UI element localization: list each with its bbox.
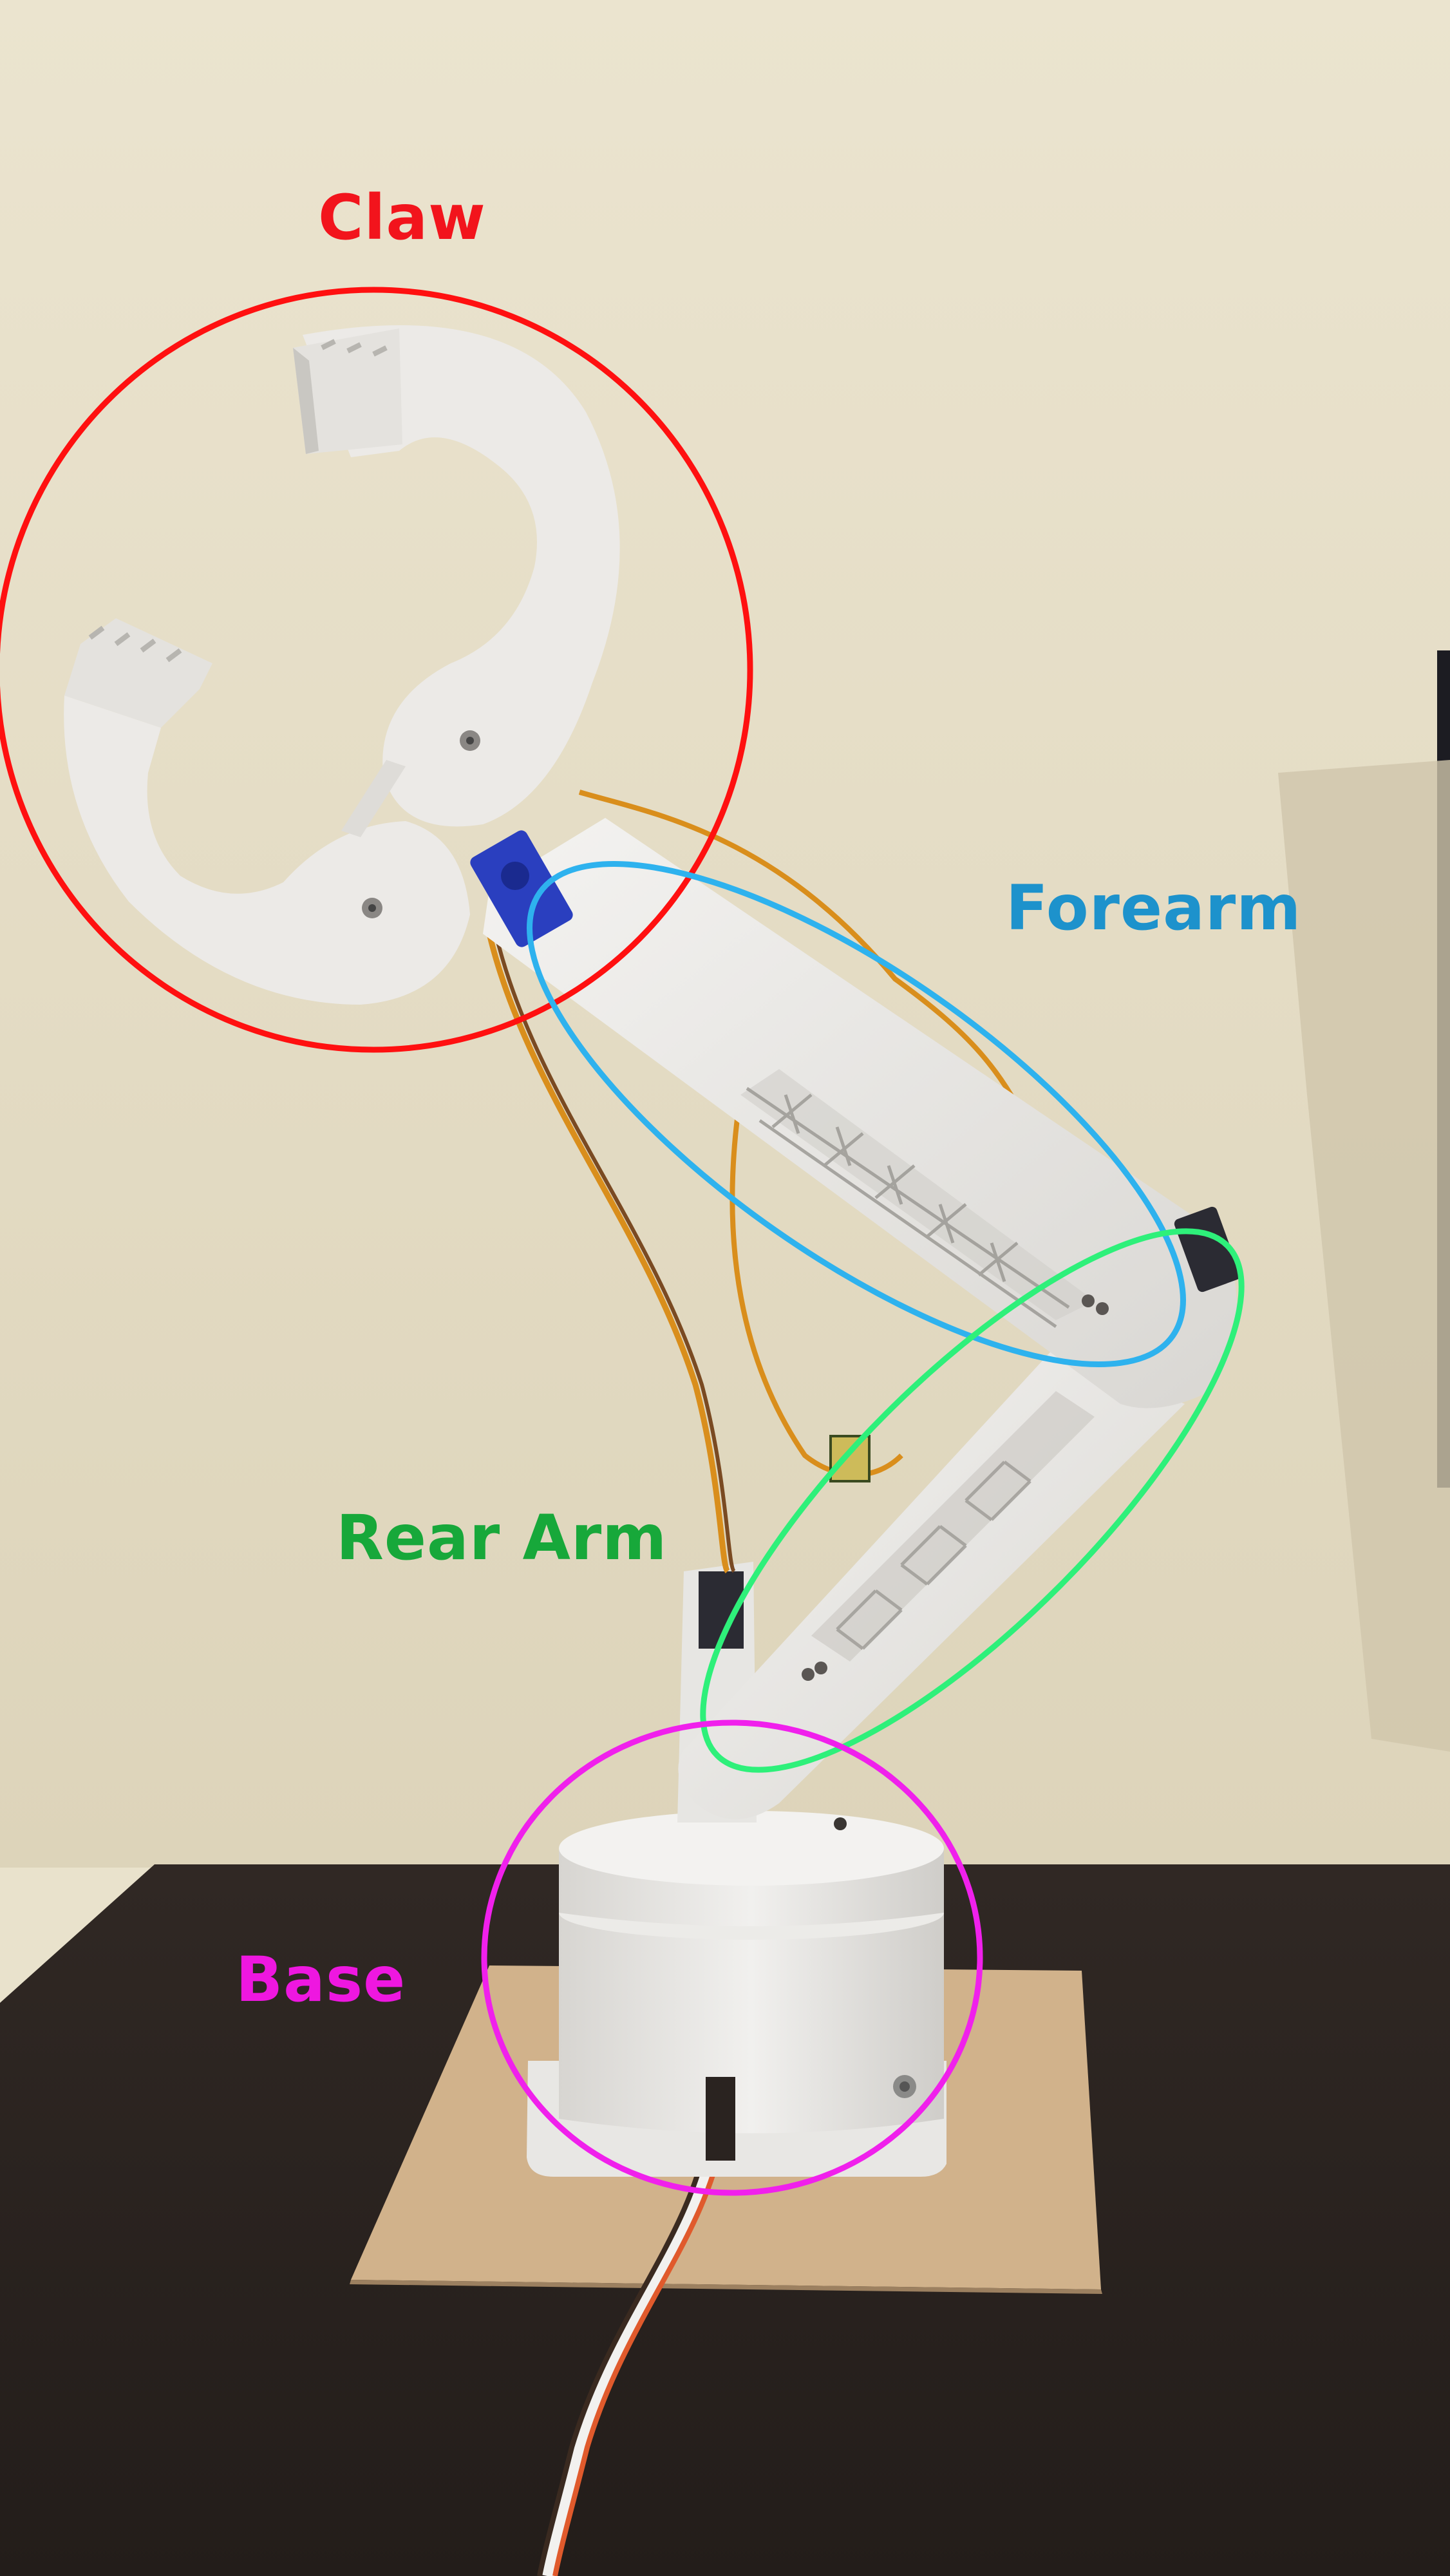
- rear-arm-label: Rear Arm: [336, 1502, 668, 1574]
- monitor-shadow: [1278, 760, 1450, 1752]
- forearm-outline: [527, 861, 1186, 1367]
- claw-servo: [470, 830, 573, 947]
- base-cable: [539, 2136, 723, 2576]
- servo-wires: [486, 790, 1039, 1574]
- forearm-label: Forearm: [1006, 872, 1302, 944]
- wooden-board-edge: [350, 2280, 1102, 2294]
- rear-arm-outline: [700, 1228, 1245, 1773]
- claw-label: Claw: [318, 182, 486, 254]
- rear-arm: [678, 1346, 1185, 1819]
- base-assembly: [527, 1811, 946, 2177]
- base-outline: [481, 1719, 983, 2196]
- base-label: Base: [236, 1944, 406, 2016]
- forearm: [483, 818, 1241, 1408]
- claw-outline: [0, 287, 753, 1053]
- claw: [64, 325, 620, 1005]
